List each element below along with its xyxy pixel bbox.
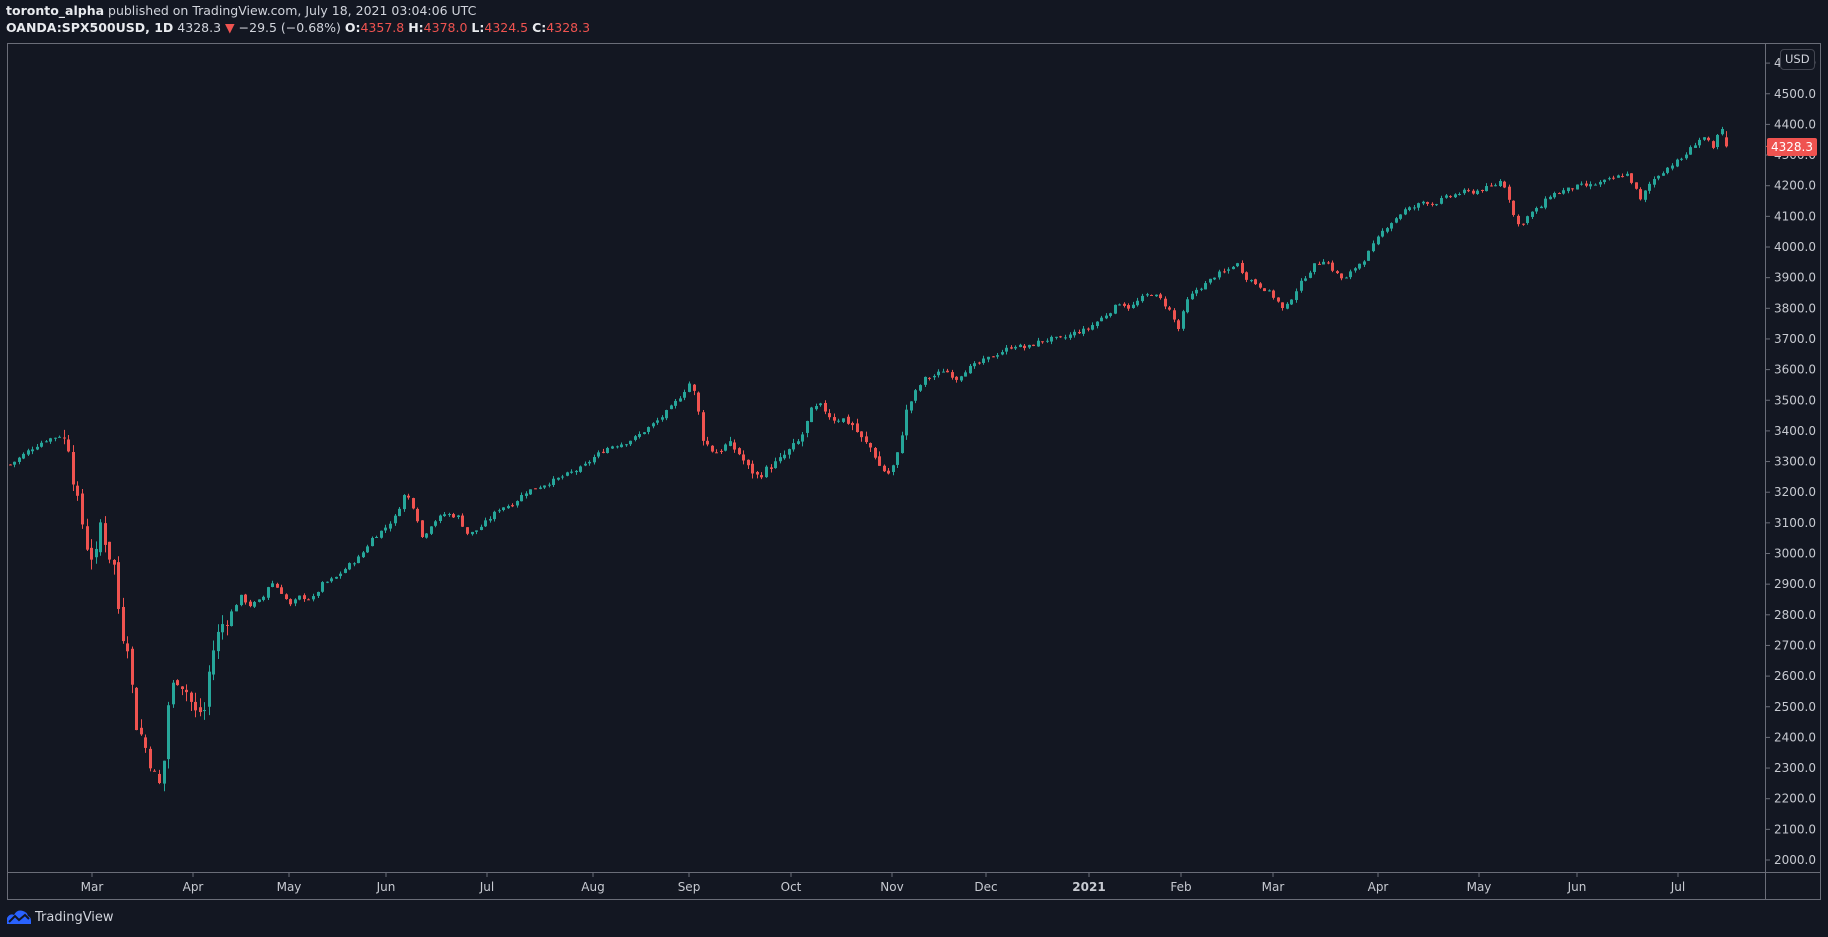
time-tick-label: Feb [1170,880,1191,894]
price-tick-label: 3300.0 [1774,455,1816,469]
time-tick-label: Mar [1262,880,1285,894]
price-tick-label: 3400.0 [1774,424,1816,438]
price-tick-label: 2100.0 [1774,822,1816,836]
currency-badge[interactable]: USD [1780,49,1815,70]
price-tick-label: 3600.0 [1774,363,1816,377]
candles [9,126,1728,792]
high-value: 4378.0 [423,20,468,35]
price-tick-label: 4200.0 [1774,179,1816,193]
footer-brand[interactable]: TradingView [6,909,114,925]
change-value: −29.5 (−0.68%) [238,20,341,35]
down-arrow-icon: ▼ [225,20,235,35]
price-tick-label: 2800.0 [1774,608,1816,622]
low-value: 4324.5 [484,20,529,35]
time-tick-label: Jul [479,880,494,894]
last-value: 4328.3 [177,20,222,35]
time-tick-label: Dec [974,880,997,894]
price-tick-label: 4100.0 [1774,209,1816,223]
time-tick-label: Nov [880,880,903,894]
close-value: 4328.3 [546,20,591,35]
price-tick-label: 3500.0 [1774,393,1816,407]
price-tick-label: 2900.0 [1774,577,1816,591]
time-tick-label: May [1467,880,1492,894]
close-label: C: [532,20,547,35]
time-tick-label: May [277,880,302,894]
price-tick-label: 4000.0 [1774,240,1816,254]
chart-frame [7,43,1821,900]
open-label: O: [344,20,361,35]
open-value: 4357.8 [360,20,405,35]
symbol-label[interactable]: OANDA:SPX500USD, 1D [6,20,174,35]
publish-line: toronto_alpha published on TradingView.c… [6,3,590,19]
price-tick-label: 2200.0 [1774,792,1816,806]
time-tick-label: Aug [581,880,604,894]
time-tick-label: Jun [376,880,396,894]
price-tick-label: 4400.0 [1774,117,1816,131]
axes: 2000.0 2100.0 2200.0 2300.0 2400.0 2500.0 2600… [7,43,1821,900]
price-tick-label: 3800.0 [1774,301,1816,315]
price-tick-label: 2600.0 [1774,669,1816,683]
time-tick-label: Sep [678,880,701,894]
author-name[interactable]: toronto_alpha [6,3,105,18]
brand-name: TradingView [35,909,114,925]
time-tick-label: Mar [81,880,104,894]
price-tick-label: 3200.0 [1774,485,1816,499]
price-tick-label: 3100.0 [1774,516,1816,530]
time-tick-label: Jul [1670,880,1685,894]
time-tick-label: Apr [1368,880,1389,894]
price-tick-label: 3700.0 [1774,332,1816,346]
price-tick-label: 2300.0 [1774,761,1816,775]
high-label: H: [408,20,424,35]
time-tick-label: Apr [183,880,204,894]
ohlc-line: OANDA:SPX500USD, 1D 4328.3 ▼ −29.5 (−0.6… [6,20,590,36]
price-tick-label: 2500.0 [1774,700,1816,714]
time-tick-label: Oct [781,880,802,894]
price-tick-label: 2700.0 [1774,638,1816,652]
tradingview-logo-icon [7,910,31,924]
price-tick-label: 4500.0 [1774,87,1816,101]
chart-header: toronto_alpha published on TradingView.c… [6,3,590,36]
low-label: L: [471,20,485,35]
price-tick-label: 2000.0 [1774,853,1816,867]
price-tick-label: 3000.0 [1774,547,1816,561]
time-tick-label: Jun [1567,880,1587,894]
last-price-label: 4328.3 [1767,138,1817,156]
time-tick-label: 2021 [1072,880,1105,894]
publish-info: published on TradingView.com, July 18, 2… [108,3,477,18]
price-tick-label: 3900.0 [1774,271,1816,285]
price-tick-label: 2400.0 [1774,730,1816,744]
